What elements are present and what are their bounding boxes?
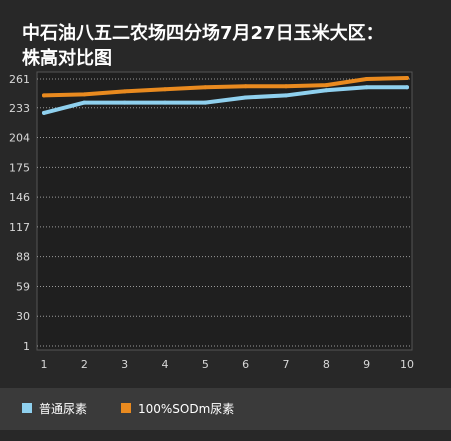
x-tick-label: 2 bbox=[81, 358, 88, 371]
data-point bbox=[82, 92, 87, 97]
y-tick-label: 1 bbox=[23, 340, 30, 353]
y-tick-label: 261 bbox=[9, 73, 30, 86]
series-line-2 bbox=[42, 75, 409, 98]
y-tick-label: 233 bbox=[9, 102, 30, 115]
data-point bbox=[284, 93, 288, 98]
data-point bbox=[284, 84, 288, 89]
data-point bbox=[42, 110, 46, 115]
legend-panel bbox=[0, 388, 451, 430]
data-point bbox=[163, 87, 167, 92]
x-tick-label: 8 bbox=[323, 358, 330, 371]
y-tick-label: 146 bbox=[9, 191, 30, 204]
data-point bbox=[203, 100, 208, 105]
data-point bbox=[42, 93, 46, 98]
data-point bbox=[405, 85, 409, 90]
legend-swatch bbox=[121, 403, 131, 413]
data-point bbox=[122, 100, 127, 105]
data-point bbox=[364, 77, 369, 81]
data-point bbox=[324, 83, 329, 88]
x-tick-label: 10 bbox=[400, 358, 414, 371]
y-tick-label: 117 bbox=[9, 221, 30, 234]
data-point bbox=[203, 85, 208, 90]
y-axis-ticks: 1 30 59 88 117 146 175 204 233 261 bbox=[9, 73, 30, 353]
chart-title-line-1: 中石油八五二农场四分场7月27日玉米大区： bbox=[22, 22, 384, 44]
legend-swatch bbox=[22, 403, 32, 413]
x-tick-label: 5 bbox=[202, 358, 209, 371]
x-tick-label: 1 bbox=[41, 358, 48, 371]
legend: 普通尿素 100%SODm尿素 bbox=[22, 402, 234, 416]
y-tick-label: 204 bbox=[9, 132, 30, 145]
data-point bbox=[82, 100, 87, 105]
y-tick-label: 30 bbox=[16, 310, 30, 323]
plot-area bbox=[36, 71, 413, 351]
legend-label: 100%SODm尿素 bbox=[138, 402, 234, 416]
y-tick-label: 59 bbox=[16, 280, 30, 293]
x-axis-ticks: 1 2 3 4 5 6 7 8 9 10 bbox=[41, 358, 415, 371]
x-tick-label: 3 bbox=[121, 358, 128, 371]
series-lines bbox=[42, 75, 409, 115]
data-point bbox=[163, 100, 167, 105]
data-point bbox=[243, 95, 248, 100]
data-point bbox=[405, 75, 409, 80]
legend-label: 普通尿素 bbox=[39, 402, 87, 416]
data-point bbox=[324, 88, 329, 93]
series-line-1 bbox=[42, 85, 409, 115]
y-tick-label: 175 bbox=[9, 161, 30, 174]
x-tick-label: 9 bbox=[363, 358, 370, 371]
x-tick-label: 6 bbox=[242, 358, 249, 371]
data-point bbox=[122, 89, 127, 94]
data-point bbox=[243, 84, 248, 89]
x-tick-label: 7 bbox=[283, 358, 290, 371]
y-tick-label: 88 bbox=[16, 251, 30, 264]
chart-title-line-2: 株高对比图 bbox=[22, 47, 112, 69]
gridlines bbox=[37, 78, 412, 347]
data-point bbox=[364, 85, 369, 90]
x-tick-label: 4 bbox=[162, 358, 169, 371]
